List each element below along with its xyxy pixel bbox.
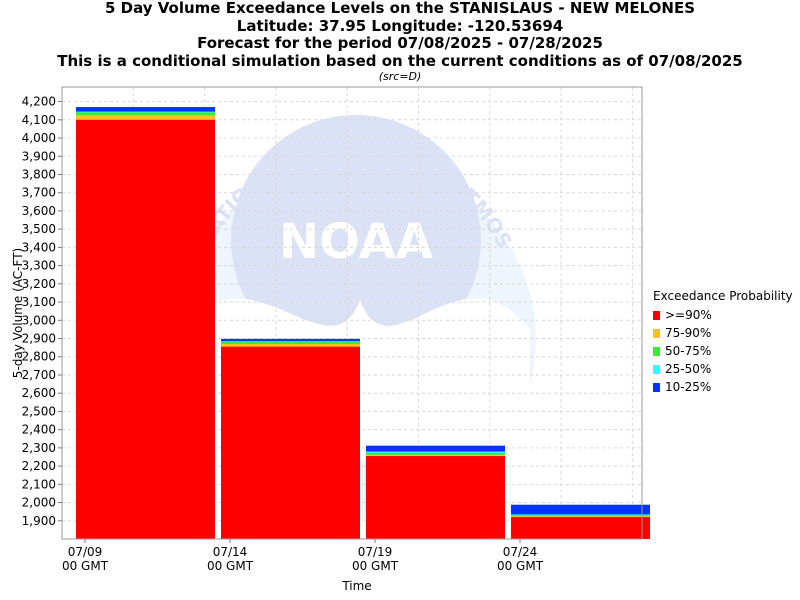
y-tick-label: 3,800 xyxy=(22,167,56,181)
y-tick-label: 2,000 xyxy=(22,496,56,510)
legend: Exceedance Probability >=90% 75-90% 50-75%… xyxy=(653,289,793,396)
title-line-2: Latitude: 37.95 Longitude: -120.53694 xyxy=(236,16,564,35)
legend-label: 10-25% xyxy=(665,380,712,394)
legend-swatch xyxy=(653,328,660,338)
x-tick-label-zone: 00 GMT xyxy=(62,559,109,573)
y-axis-label: 5-day Volume (AC-FT) xyxy=(11,248,25,378)
legend-label: >=90% xyxy=(665,308,712,322)
y-tick-label: 2,700 xyxy=(22,368,56,382)
chart-titles: 5 Day Volume Exceedance Levels on the ST… xyxy=(0,0,800,84)
x-tick-label-zone: 00 GMT xyxy=(497,559,544,573)
x-axis-label: Time xyxy=(341,579,371,593)
legend-label: 75-90% xyxy=(665,326,712,340)
bar-segment xyxy=(221,346,360,539)
y-tick-label: 3,200 xyxy=(22,277,56,291)
bar-segment xyxy=(511,517,650,539)
legend-item: 25-50% xyxy=(653,360,793,378)
legend-swatch xyxy=(653,346,660,356)
y-tick-label: 4,000 xyxy=(22,131,56,145)
y-tick-label: 3,300 xyxy=(22,259,56,273)
legend-swatch xyxy=(653,310,660,320)
watermark-logo-text: NOAA xyxy=(279,214,433,270)
legend-item: >=90% xyxy=(653,306,793,324)
y-tick-label: 2,500 xyxy=(22,404,56,418)
legend-label: 25-50% xyxy=(665,362,712,376)
legend-swatch xyxy=(653,382,660,392)
y-tick-label: 3,400 xyxy=(22,240,56,254)
title-line-4: This is a conditional simulation based o… xyxy=(57,51,743,70)
y-tick-label: 3,700 xyxy=(22,186,56,200)
legend-item: 75-90% xyxy=(653,324,793,342)
bar-segment xyxy=(76,119,215,539)
y-tick-label: 2,400 xyxy=(22,423,56,437)
y-tick-label: 3,500 xyxy=(22,222,56,236)
y-tick-label: 2,600 xyxy=(22,386,56,400)
x-tick-label-date: 07/24 xyxy=(503,545,538,559)
y-tick-label: 1,900 xyxy=(22,514,56,528)
y-tick-label: 4,200 xyxy=(22,95,56,109)
chart-subtitle: (src=D) xyxy=(378,70,422,83)
title-line-1: 5 Day Volume Exceedance Levels on the ST… xyxy=(104,0,696,17)
y-tick-label: 2,300 xyxy=(22,441,56,455)
y-tick-label: 3,900 xyxy=(22,149,56,163)
x-tick-label-date: 07/19 xyxy=(358,545,393,559)
legend-swatch xyxy=(653,364,660,374)
bar-segment xyxy=(366,456,505,539)
plot-border xyxy=(61,86,643,540)
y-tick-label: 2,900 xyxy=(22,332,56,346)
y-tick-label: 3,100 xyxy=(22,295,56,309)
legend-item: 50-75% xyxy=(653,342,793,360)
y-tick-label: 2,800 xyxy=(22,350,56,364)
x-tick-label-date: 07/09 xyxy=(68,545,103,559)
y-tick-label: 3,600 xyxy=(22,204,56,218)
y-tick-label: 2,200 xyxy=(22,459,56,473)
legend-label: 50-75% xyxy=(665,344,712,358)
y-tick-label: 3,000 xyxy=(22,313,56,327)
x-tick-label-date: 07/14 xyxy=(213,545,248,559)
x-tick-label-zone: 00 GMT xyxy=(207,559,254,573)
legend-title: Exceedance Probability xyxy=(653,289,793,303)
title-line-3: Forecast for the period 07/08/2025 - 07/… xyxy=(197,34,603,52)
y-tick-label: 2,100 xyxy=(22,477,56,491)
x-tick-label-zone: 00 GMT xyxy=(352,559,399,573)
legend-item: 10-25% xyxy=(653,378,793,396)
y-tick-label: 4,100 xyxy=(22,113,56,127)
